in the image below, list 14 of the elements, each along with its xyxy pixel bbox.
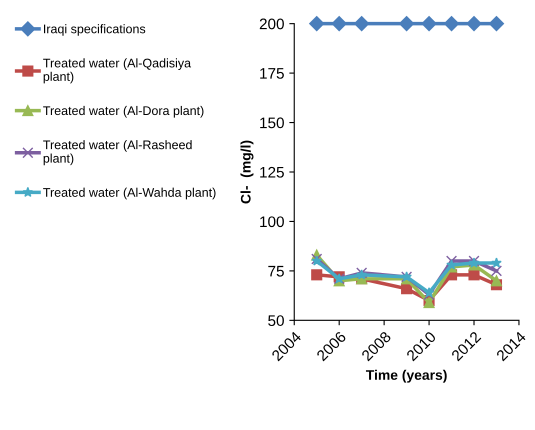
legend-label: Treated water (Al-Dora plant) (43, 106, 204, 118)
legend-label: Treated water (Al-Wahda plant) (43, 188, 216, 200)
y-tick-label: 50 (268, 315, 284, 326)
legend-label: Treated water (Al-Rasheed plant) (43, 140, 192, 166)
legend-label: Treated water (Al-Qadisiya plant) (43, 58, 192, 84)
y-tick-label: 125 (260, 166, 284, 178)
y-axis-title: Cl- (mg/l) (240, 140, 254, 204)
y-tick-label: 150 (260, 117, 284, 128)
y-tick-label: 200 (260, 18, 284, 30)
y-tick-label: 75 (268, 266, 284, 277)
legend-label: Iraqi specifications (44, 24, 146, 36)
x-axis-title: Time (years) (366, 370, 447, 383)
y-tick-label: 175 (260, 68, 284, 79)
y-tick-label: 100 (260, 216, 284, 228)
